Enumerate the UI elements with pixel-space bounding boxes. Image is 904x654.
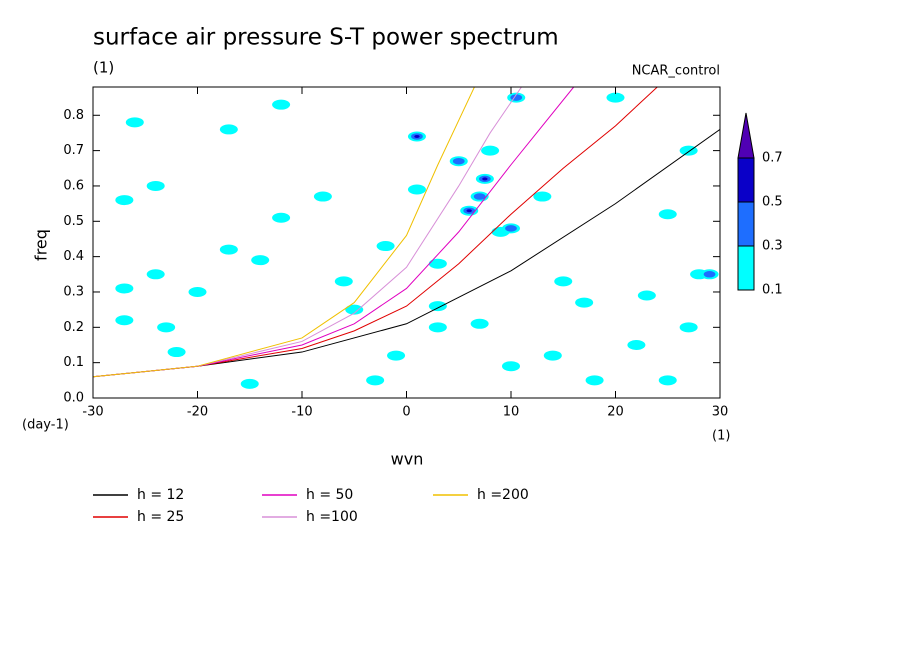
dispersion-curve xyxy=(93,87,575,378)
contour-patch xyxy=(188,286,207,297)
contour-patch xyxy=(637,290,656,301)
contour-patch xyxy=(658,375,677,386)
contour-patch xyxy=(313,191,332,202)
x-tick-label: 30 xyxy=(712,405,729,420)
x-tick-label: -10 xyxy=(291,405,312,420)
y-tick-label: 0.4 xyxy=(63,249,84,264)
contour-patch xyxy=(407,184,426,195)
contour-patch xyxy=(272,212,291,223)
dispersion-curve xyxy=(93,87,522,378)
legend-label: h = 12 xyxy=(137,487,184,503)
contour-patch xyxy=(334,276,353,287)
legend-label: h = 50 xyxy=(306,487,353,503)
contour-patch xyxy=(470,318,489,329)
x-tick-label: -30 xyxy=(82,405,103,420)
contour-patch xyxy=(703,271,716,278)
contour-patch xyxy=(627,339,646,350)
x-tick-label: -20 xyxy=(187,405,208,420)
y-tick-label: 0.7 xyxy=(63,143,84,158)
y-axis-label: freq xyxy=(32,229,51,261)
contour-patch xyxy=(414,134,420,138)
contour-patch xyxy=(125,117,144,128)
plot-frame xyxy=(92,86,721,399)
legend-label: h =100 xyxy=(306,509,358,525)
x-tick-label: 10 xyxy=(503,405,520,420)
colorbar-triangle xyxy=(737,112,755,159)
contour-patch xyxy=(219,244,238,255)
x-tick-label: 20 xyxy=(607,405,624,420)
dispersion-curve xyxy=(93,129,720,378)
contour-patch xyxy=(502,361,520,372)
curves xyxy=(93,87,720,378)
contour-patch xyxy=(115,195,134,206)
colorbar-box xyxy=(737,157,755,203)
contour-patch xyxy=(543,350,562,361)
contour-patch xyxy=(428,258,447,269)
contour-patch xyxy=(466,209,472,213)
contour-patch xyxy=(658,209,677,220)
y-units: (day-1) xyxy=(22,418,69,433)
x-units: (1) xyxy=(712,429,730,444)
contour-patch xyxy=(482,177,488,181)
contour-patch xyxy=(428,301,447,312)
contour-patch xyxy=(575,297,594,308)
dispersion-curve xyxy=(93,87,658,378)
contour-patch xyxy=(606,92,625,103)
contour-patch xyxy=(146,180,165,191)
contour-patch xyxy=(376,241,395,252)
y-tick-label: 0.5 xyxy=(63,214,84,229)
run-label: NCAR_control xyxy=(632,64,720,79)
colorbar-label: 0.7 xyxy=(762,151,783,166)
contour-patch xyxy=(428,322,447,333)
y-tick-label: 0.3 xyxy=(63,284,84,299)
contour-patch xyxy=(115,315,134,326)
contour-patch xyxy=(554,276,573,287)
chart-title: surface air pressure S-T power spectrum xyxy=(93,25,559,51)
legend-label: h = 25 xyxy=(137,509,184,525)
contour-patch xyxy=(481,145,500,156)
legend-label: h =200 xyxy=(477,487,529,503)
x-axis-label: wvn xyxy=(391,450,424,469)
colorbar-box xyxy=(737,201,755,247)
colorbar-label: 0.3 xyxy=(762,239,783,254)
contours xyxy=(115,92,719,389)
y-tick-label: 0.8 xyxy=(63,108,84,123)
contour-patch xyxy=(679,322,698,333)
contour-patch xyxy=(219,124,238,135)
y-tick-label: 0.0 xyxy=(63,391,84,406)
contour-patch xyxy=(533,191,552,202)
contour-patch xyxy=(473,193,486,200)
contour-patch xyxy=(167,347,186,358)
dispersion-curve xyxy=(93,87,475,378)
colorbar-box xyxy=(737,245,755,291)
contour-patch xyxy=(157,322,176,333)
contour-patch xyxy=(452,157,465,165)
contour-patch xyxy=(345,304,364,315)
contour-patch xyxy=(251,255,270,266)
contour-patch xyxy=(585,375,604,386)
y-tick-label: 0.6 xyxy=(63,178,84,193)
x-tick-label: 0 xyxy=(402,405,410,420)
contour-patch xyxy=(387,350,406,361)
contour-patch xyxy=(146,269,165,280)
contour-patch xyxy=(115,283,134,294)
colorbar-label: 0.5 xyxy=(762,195,783,210)
y-tick-label: 0.1 xyxy=(63,355,84,370)
contour-patch xyxy=(366,375,385,386)
subtitle: (1) xyxy=(93,59,114,77)
contour-patch xyxy=(272,99,291,110)
contour-patch xyxy=(240,378,259,389)
contour-patch xyxy=(505,225,517,232)
colorbar-label: 0.1 xyxy=(762,283,783,298)
y-tick-label: 0.2 xyxy=(63,320,84,335)
